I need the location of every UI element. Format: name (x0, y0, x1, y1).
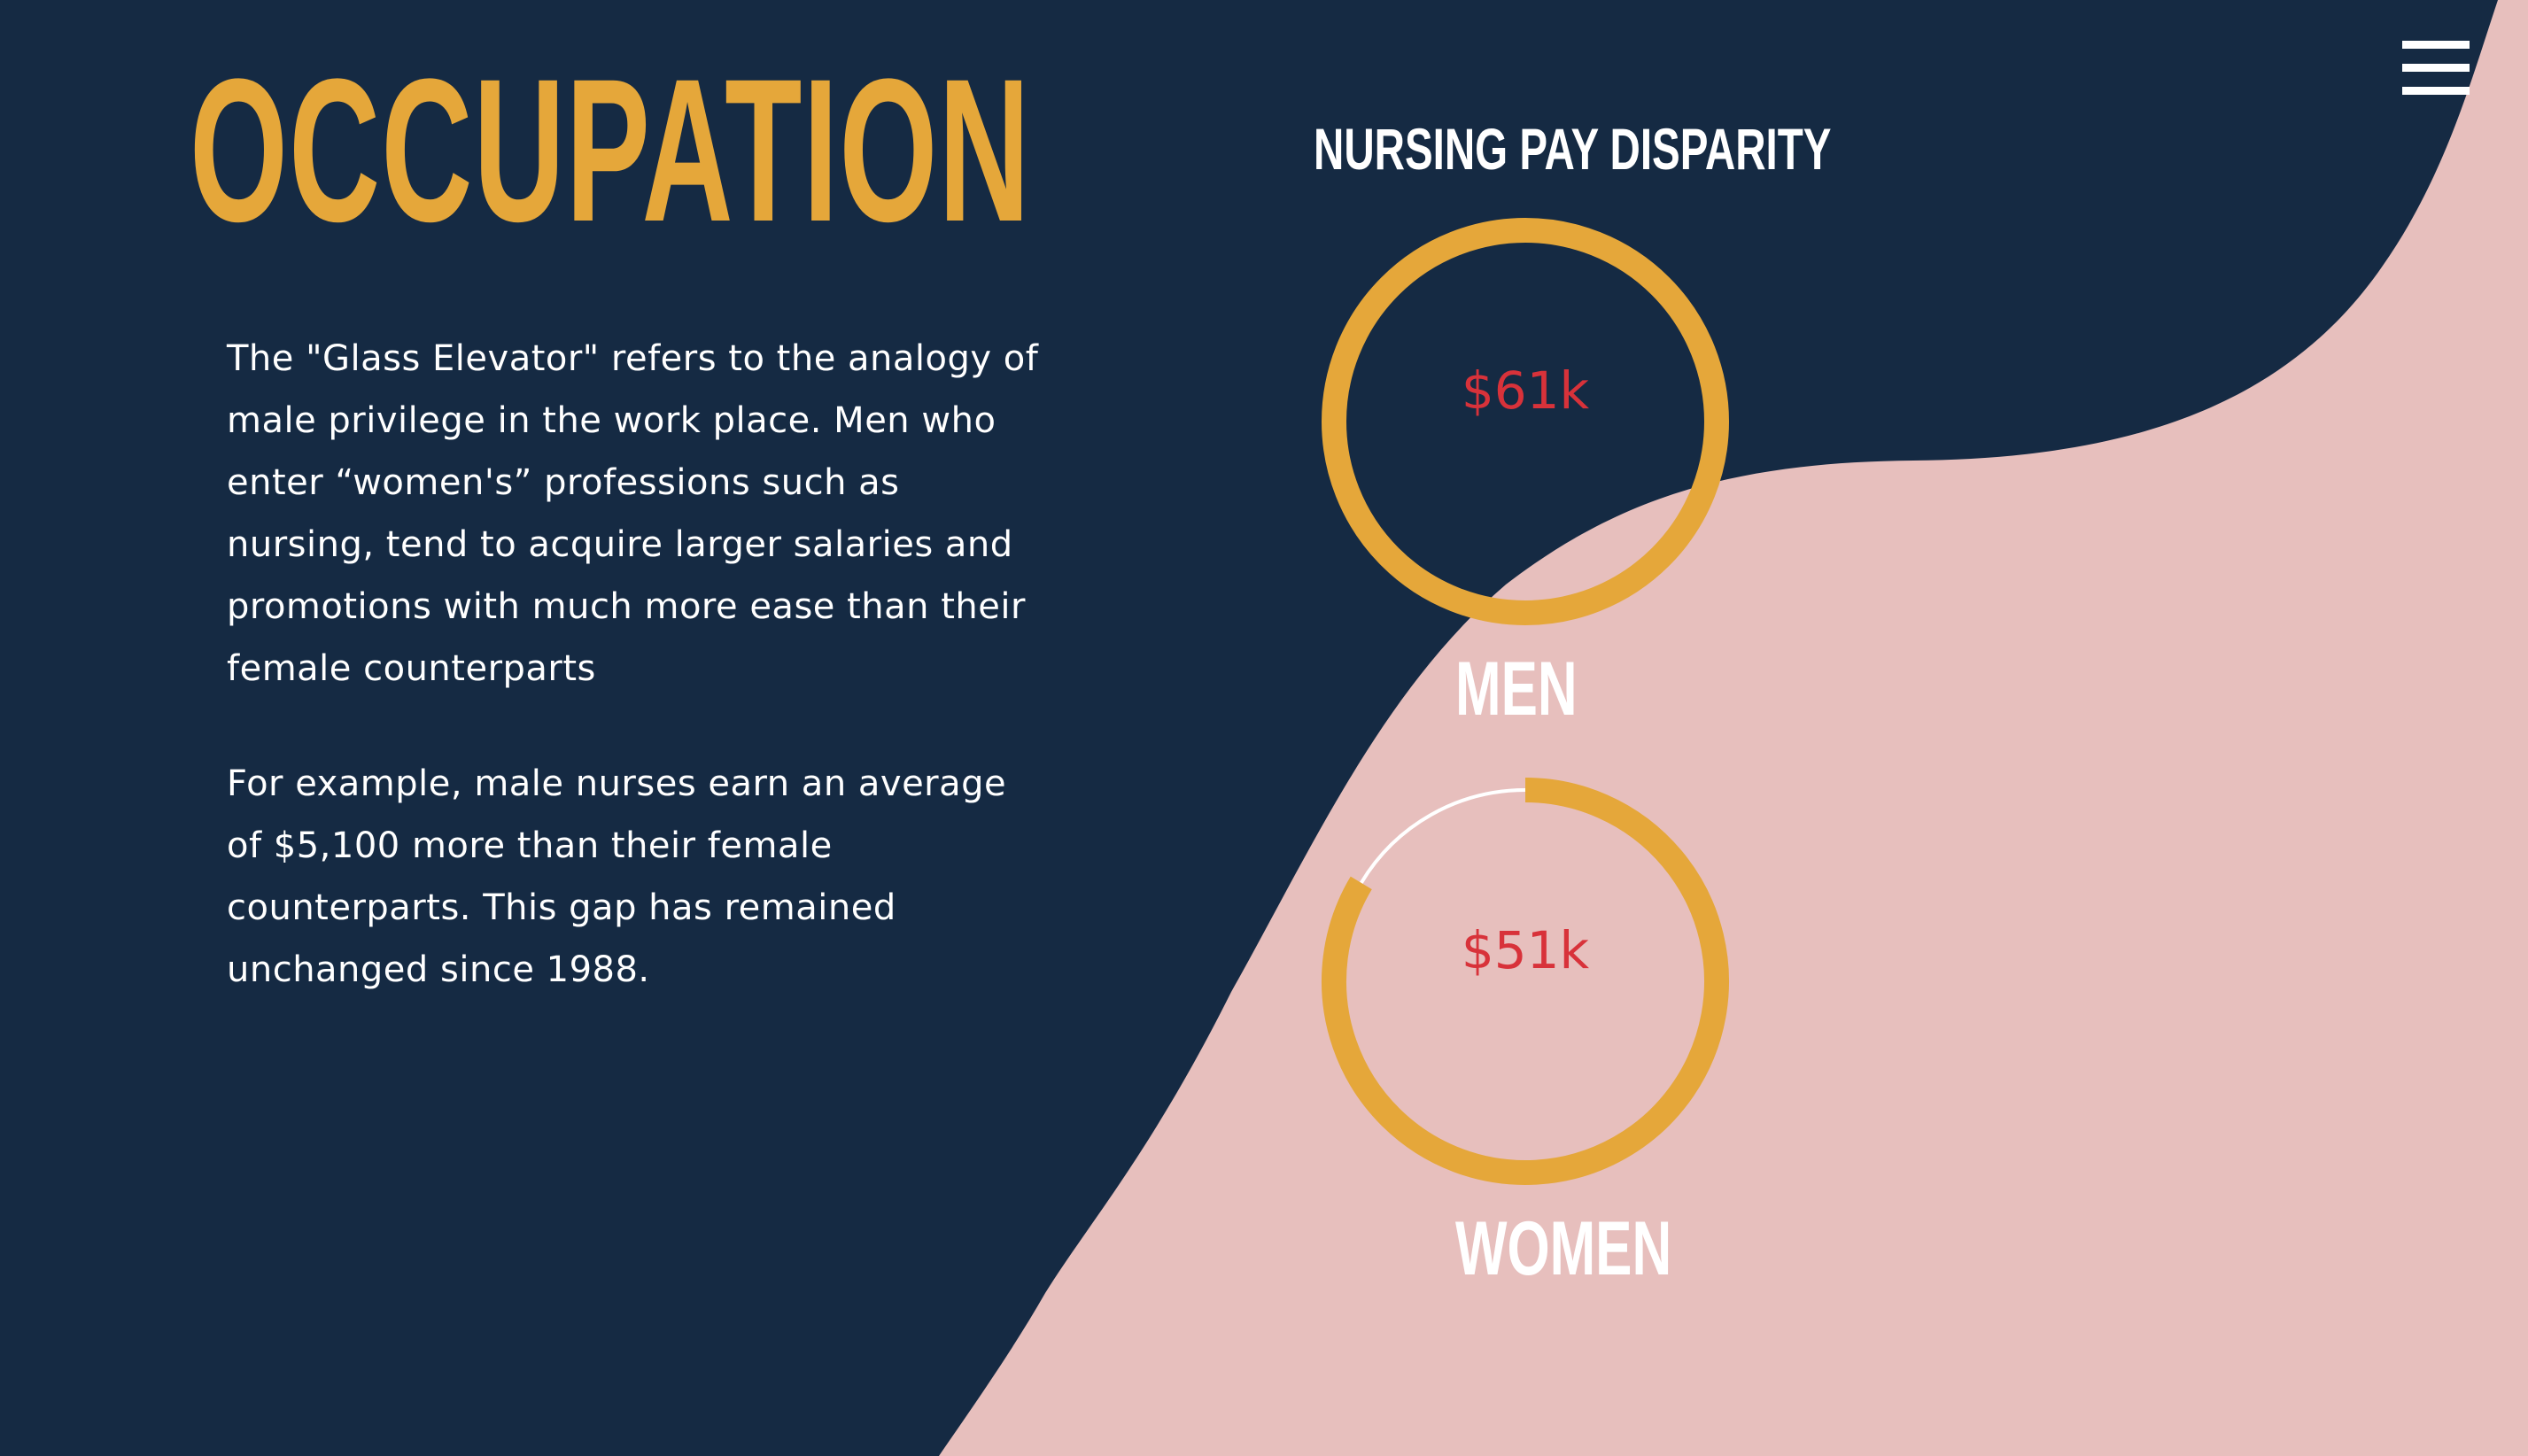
women-ring-remainder (1360, 788, 1526, 884)
men-value-label: $61k (1461, 360, 1590, 421)
women-ring-arc (1322, 778, 1729, 1185)
intro-paragraph: The "Glass Elevator" refers to the analo… (227, 338, 1039, 689)
chart-title: NURSING PAY DISPARITY (1314, 116, 1832, 182)
men-ring (1322, 218, 1729, 625)
women-value-label: $51k (1461, 920, 1590, 980)
men-series-label: MEN (1455, 647, 1578, 732)
page-title: OCCUPATION (190, 36, 1031, 264)
pink-wave-shape (939, 0, 2528, 1456)
menu-bar-icon (2402, 64, 2470, 72)
menu-bar-icon (2402, 87, 2470, 95)
example-paragraph: For example, male nurses earn an average… (227, 763, 1007, 990)
women-series-label: WOMEN (1455, 1206, 1672, 1291)
menu-bar-icon (2402, 41, 2470, 49)
hamburger-menu-button[interactable] (2393, 34, 2470, 101)
